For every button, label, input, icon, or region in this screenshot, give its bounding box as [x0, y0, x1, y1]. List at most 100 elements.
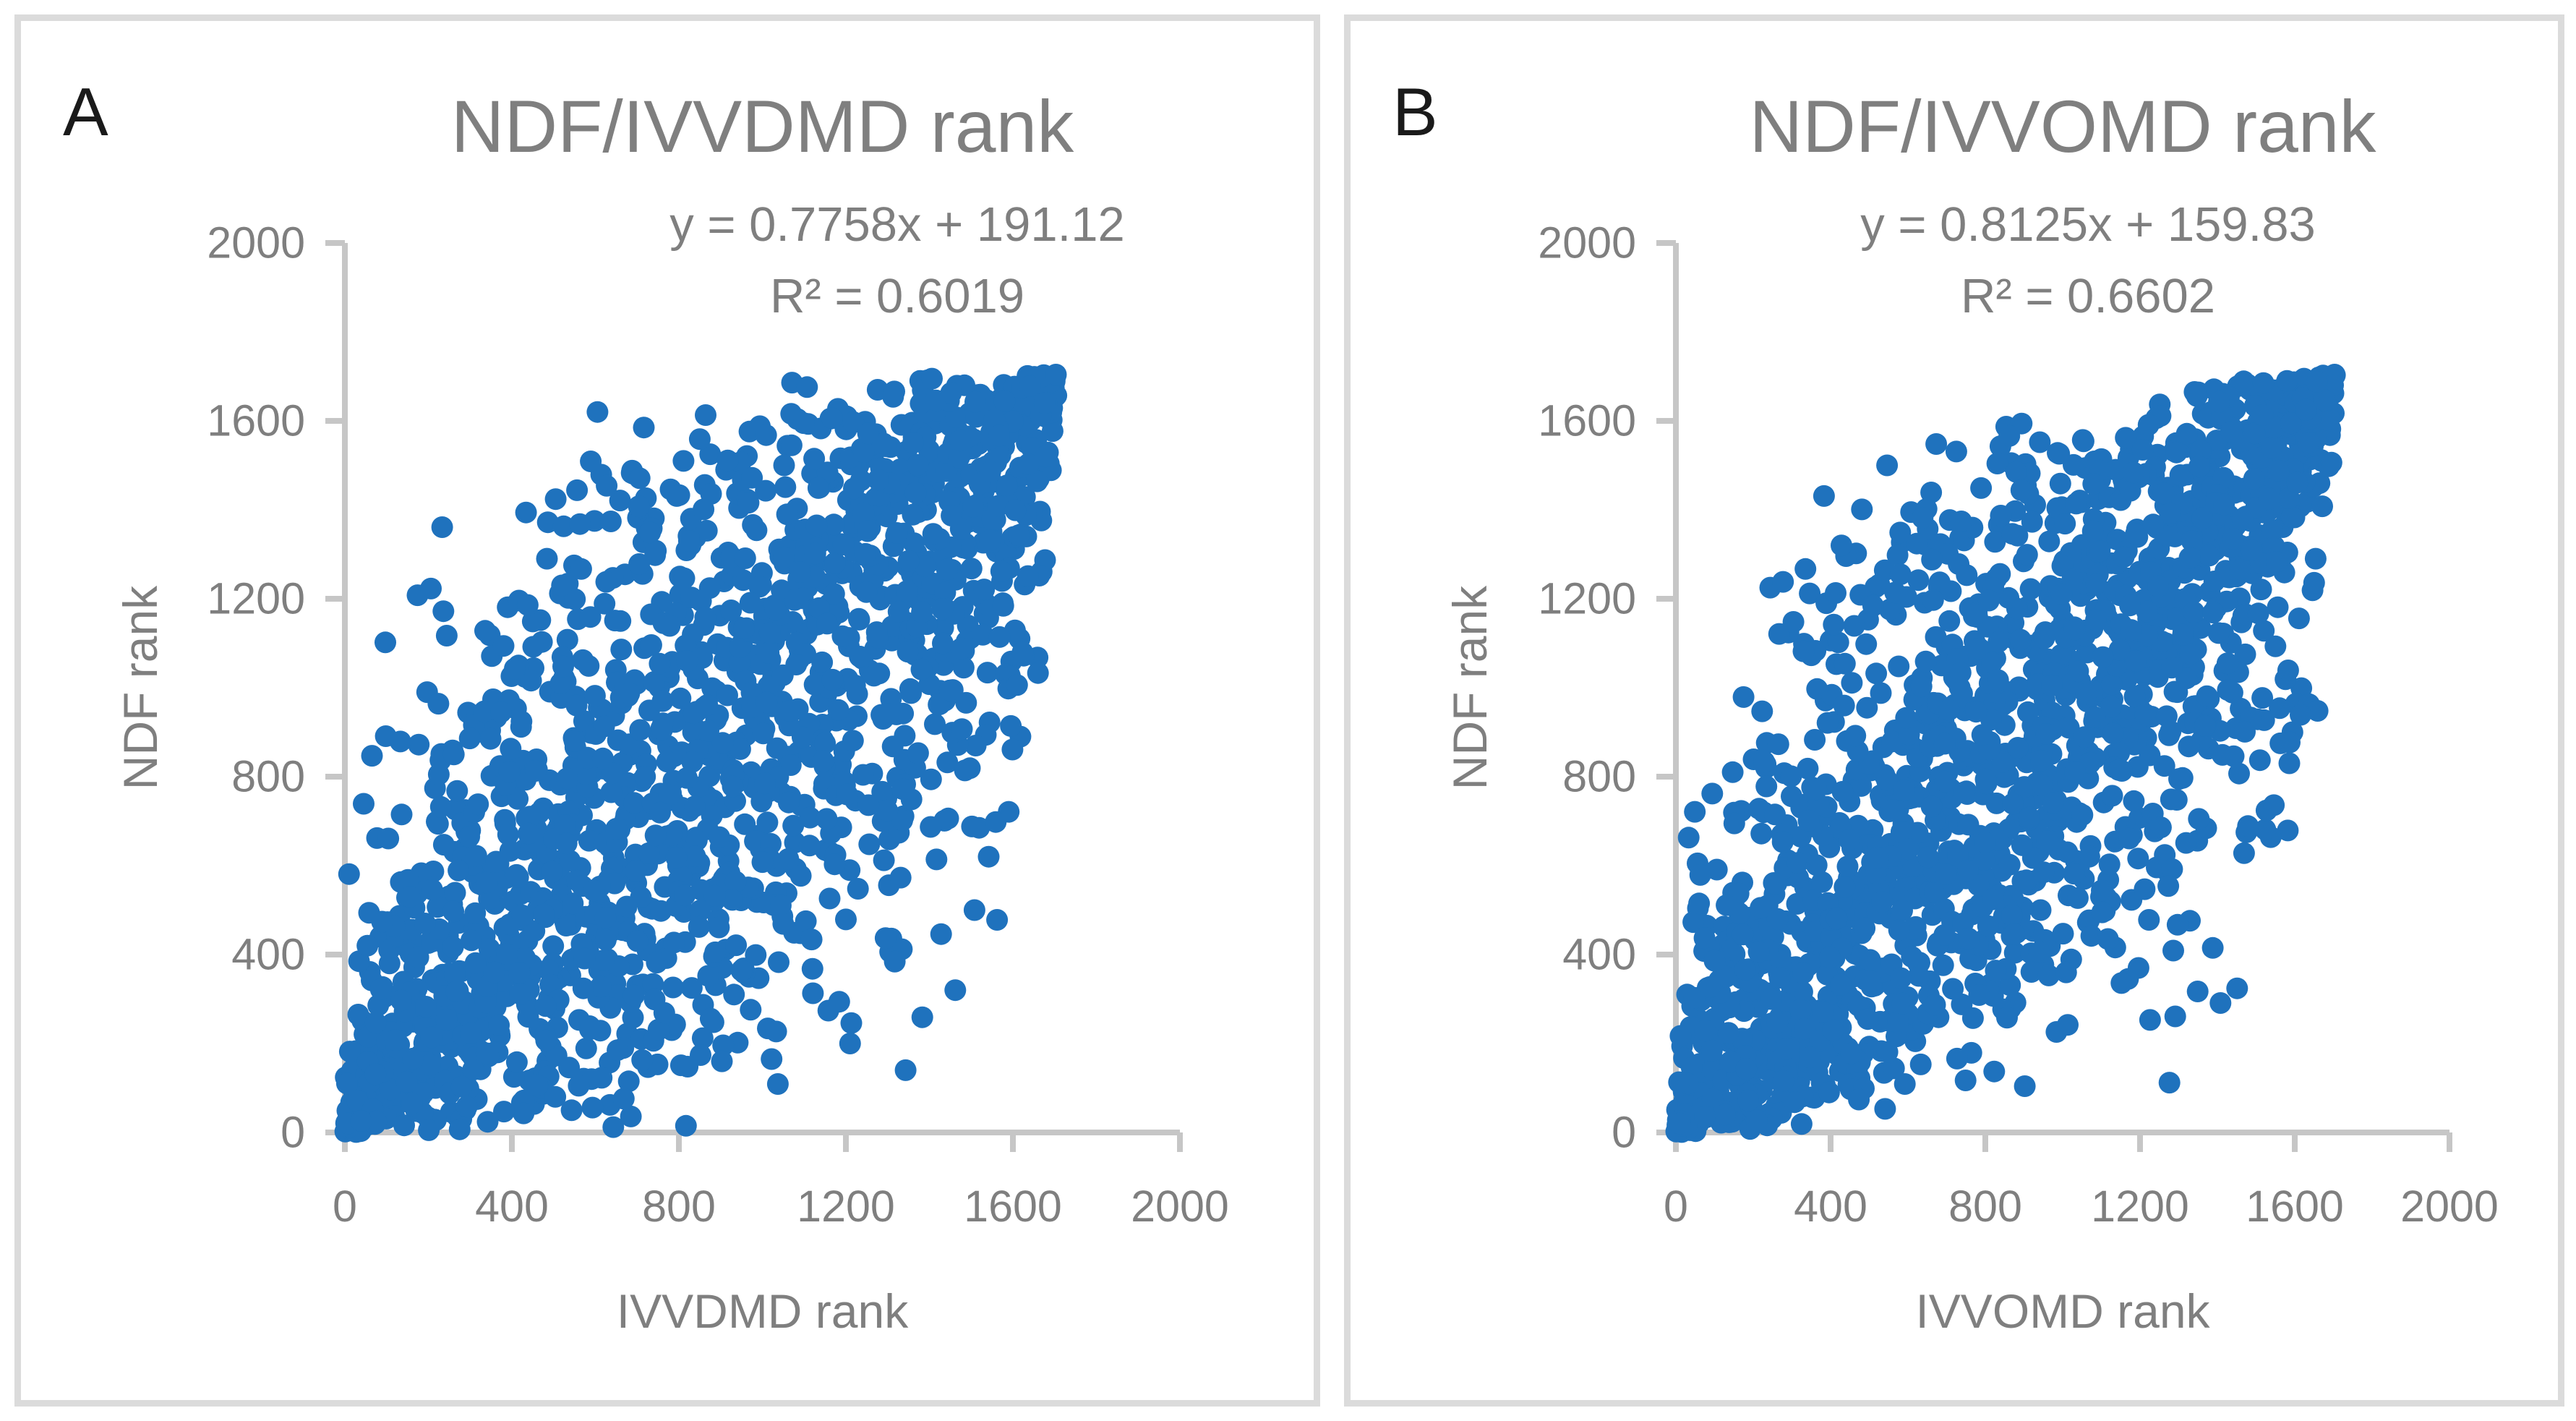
data-point — [1895, 586, 1917, 608]
data-point — [2131, 439, 2154, 461]
data-point — [2067, 660, 2089, 683]
data-point — [464, 902, 487, 924]
data-point — [521, 610, 544, 633]
data-point — [493, 1101, 515, 1123]
data-point — [554, 814, 576, 836]
data-point — [962, 495, 985, 518]
data-point — [955, 691, 977, 714]
data-point — [2108, 759, 2130, 781]
x-tick-label: 400 — [475, 1182, 549, 1231]
data-point — [827, 699, 850, 721]
data-point — [629, 719, 651, 741]
data-point — [2102, 722, 2124, 745]
data-point — [656, 751, 678, 773]
data-point — [518, 822, 540, 845]
data-point — [2055, 961, 2077, 983]
data-point — [835, 908, 857, 931]
data-point — [2297, 432, 2319, 454]
data-point — [972, 623, 994, 646]
data-point — [541, 861, 563, 883]
data-point — [1957, 814, 1980, 836]
data-point — [2188, 456, 2210, 478]
data-point — [712, 1034, 735, 1057]
data-point — [377, 827, 400, 850]
data-point — [435, 1008, 458, 1030]
data-point — [952, 657, 975, 679]
data-point — [777, 848, 800, 870]
data-point — [823, 583, 845, 605]
data-point — [897, 550, 920, 572]
data-point — [2002, 793, 2024, 815]
data-point — [490, 701, 512, 723]
data-point — [1805, 854, 1828, 876]
data-point — [782, 814, 805, 837]
data-point — [2138, 909, 2160, 931]
data-point — [1838, 829, 1860, 851]
data-point — [575, 1037, 597, 1059]
data-point — [2320, 451, 2342, 474]
data-point — [2168, 768, 2190, 790]
data-point — [2260, 436, 2282, 458]
data-point — [628, 495, 650, 518]
data-point — [1033, 392, 1056, 414]
y-tick-label: 400 — [1562, 930, 1636, 979]
data-point — [1693, 927, 1716, 950]
data-point — [658, 784, 680, 806]
data-point — [677, 530, 700, 552]
data-point — [672, 450, 695, 472]
data-point — [1974, 832, 1996, 853]
data-point — [694, 606, 716, 628]
data-point — [1908, 965, 1930, 987]
data-point — [2033, 627, 2055, 649]
data-point — [2186, 385, 2208, 407]
data-point — [1925, 433, 1948, 455]
data-point — [2231, 508, 2254, 530]
data-point — [2065, 492, 2087, 515]
data-point — [384, 1029, 406, 1051]
data-point — [904, 482, 927, 504]
data-point — [2251, 404, 2274, 426]
data-point — [2085, 609, 2107, 631]
data-point — [407, 946, 429, 968]
data-point — [1682, 911, 1705, 934]
data-point — [1794, 1017, 1816, 1040]
data-point — [649, 652, 671, 675]
data-point — [688, 428, 711, 451]
y-tick-label: 1600 — [207, 396, 305, 445]
data-point — [511, 904, 534, 926]
data-point — [2186, 981, 2209, 1002]
data-point — [2056, 841, 2079, 863]
data-point — [1799, 1046, 1821, 1069]
data-point — [886, 522, 908, 544]
data-point — [579, 1018, 601, 1041]
data-point — [2295, 398, 2317, 421]
data-point — [1965, 701, 1987, 723]
data-point — [1703, 950, 1726, 972]
data-point — [1897, 838, 1920, 861]
data-point — [761, 1048, 783, 1070]
data-point — [1984, 531, 2006, 553]
data-point — [369, 978, 392, 1000]
x-tick-label: 1600 — [2246, 1182, 2344, 1231]
data-point — [936, 558, 958, 581]
data-point — [1977, 915, 1999, 937]
data-point — [2081, 520, 2104, 542]
data-point — [350, 1110, 372, 1132]
data-point — [533, 903, 555, 926]
data-point — [631, 1049, 654, 1071]
data-point — [792, 412, 815, 435]
data-point — [367, 994, 390, 1017]
y-axis-title-b: NDF rank — [1443, 585, 1497, 790]
data-point — [1856, 696, 1878, 719]
data-point — [896, 580, 918, 602]
data-point — [607, 1039, 629, 1062]
data-point — [2258, 487, 2280, 510]
data-point — [1782, 611, 1805, 633]
data-point — [1011, 641, 1034, 664]
data-point — [443, 963, 466, 986]
data-point — [622, 984, 645, 1007]
data-point — [1797, 757, 1819, 780]
data-point — [353, 793, 375, 815]
y-tick-label: 0 — [281, 1108, 305, 1157]
data-point — [458, 727, 481, 750]
